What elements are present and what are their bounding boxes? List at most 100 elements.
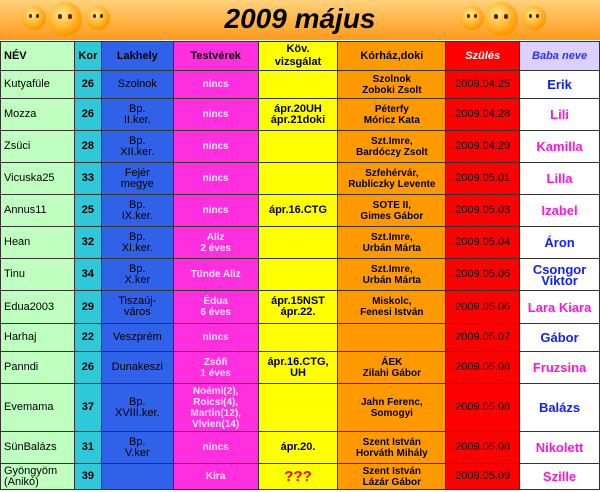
cell-siblings: nincs — [172, 98, 259, 131]
cell-city: Dunakeszi — [100, 351, 174, 384]
table-row: Vicuska25 33 Fejér megye nincs Szfehérvár, R… — [0, 162, 600, 195]
table-row: Hean 32 Bp. XI.ker. Aliz 2 éves Szt.Imre, Ur… — [0, 226, 600, 259]
cell-baby: Nikolett — [519, 431, 600, 464]
cell-birth: 2009.05.04 — [445, 226, 521, 259]
cell-birth: 2009.04.25 — [445, 70, 521, 99]
cell-exam: ápr.20UH ápr.21doki — [257, 98, 339, 131]
cell-siblings: Tünde Aliz — [172, 258, 259, 291]
cell-age: 34 — [73, 258, 102, 291]
cell-hospital: Szt.Imre, Urbán Márta — [337, 258, 447, 291]
cell-city: Bp. XI.ker. — [100, 226, 174, 259]
cell-exam: ??? — [257, 463, 339, 490]
cell-city: Szolnok — [100, 70, 174, 99]
cell-exam — [257, 130, 339, 163]
cell-birth: 2009.05.06 — [445, 258, 521, 291]
table-row: Kutyafüle 26 Szolnok nincs Szolnok Zoboki Zs… — [0, 70, 600, 99]
header-row: NÉV Kor Lakhely Testvérek Köv. vizsgálat… — [0, 41, 600, 71]
cell-name: SünBalázs — [0, 431, 75, 464]
cell-birth: 2009.05.06 — [445, 290, 521, 324]
cell-siblings: nincs — [172, 130, 259, 163]
cell-exam — [257, 226, 339, 259]
header-hospital: Kórház,doki — [337, 41, 447, 71]
cell-birth: 2009.05.07 — [445, 323, 521, 352]
table-row: Mozza 26 Bp. II.ker. nincs ápr.20UH ápr.21do… — [0, 98, 600, 131]
cell-hospital: Miskolc, Fenesi István — [337, 290, 447, 324]
cell-baby: Erik — [519, 70, 600, 99]
header-age: Kor — [73, 41, 102, 71]
cell-baby: Izabel — [519, 194, 600, 227]
cell-hospital — [337, 323, 447, 352]
table-row: Panndi 26 Dunakeszi Zsófi 1 éves ápr.16.CTG,… — [0, 351, 600, 384]
cell-age: 28 — [73, 130, 102, 163]
cell-exam — [257, 70, 339, 99]
cell-age: 32 — [73, 226, 102, 259]
cell-baby: Csongor Viktor — [519, 258, 600, 291]
smiley-icon — [522, 6, 546, 30]
table-row: Tinu 34 Bp. X.ker Tünde Aliz Szt.Imre, Urbán… — [0, 258, 600, 291]
smiley-icon — [22, 6, 46, 30]
cell-age: 22 — [73, 323, 102, 352]
cell-siblings: nincs — [172, 323, 259, 352]
cell-name: Mozza — [0, 98, 75, 131]
table-row: Edua2003 29 Tiszaúj- város Édua 6 éves ápr.1… — [0, 290, 600, 324]
header-city: Lakhely — [100, 41, 174, 71]
cell-siblings: Zsófi 1 éves — [172, 351, 259, 384]
cell-name: Hean — [0, 226, 75, 259]
smiley-icon — [48, 2, 82, 36]
table-row: Evemama 37 Bp. XVIII.ker. Noémi(2), Roicsi(… — [0, 383, 600, 432]
cell-siblings: Aliz 2 éves — [172, 226, 259, 259]
cell-name: Vicuska25 — [0, 162, 75, 195]
cell-city: Veszprém — [100, 323, 174, 352]
header-baby: Baba neve — [519, 41, 600, 71]
cell-siblings: nincs — [172, 162, 259, 195]
cell-exam: ápr.16.CTG, UH — [257, 351, 339, 384]
cell-baby: Gábor — [519, 323, 600, 352]
cell-city: Fejér megye — [100, 162, 174, 195]
cell-siblings: Noémi(2), Roicsi(4), Martin(12), Vivien(… — [172, 383, 259, 432]
cell-exam — [257, 323, 339, 352]
cell-city: Bp. V.ker — [100, 431, 174, 464]
cell-name: Kutyafüle — [0, 70, 75, 99]
header-birth: Szülés — [445, 41, 521, 71]
cell-hospital: Szt.Imre, Bardóczy Zsolt — [337, 130, 447, 163]
title-banner: 2009 május — [0, 0, 600, 40]
cell-name: Tinu — [0, 258, 75, 291]
cell-baby: Áron — [519, 226, 600, 259]
page-title: 2009 május — [224, 3, 376, 34]
cell-exam — [257, 258, 339, 291]
header-name: NÉV — [0, 41, 75, 71]
due-date-table: NÉV Kor Lakhely Testvérek Köv. vizsgálat… — [0, 41, 600, 490]
cell-city: Tiszaúj- város — [100, 290, 174, 324]
cell-baby: Lara Kiara — [519, 290, 600, 324]
cell-name: Annus11 — [0, 194, 75, 227]
cell-hospital: Szfehérvár, Rubliczky Levente — [337, 162, 447, 195]
cell-age: 26 — [73, 351, 102, 384]
cell-hospital: Szolnok Zoboki Zsolt — [337, 70, 447, 99]
cell-birth: 2009.04.29 — [445, 130, 521, 163]
cell-age: 31 — [73, 431, 102, 464]
cell-city: Bp. X.ker — [100, 258, 174, 291]
cell-hospital: Szent István Lázár Gábor — [337, 463, 447, 490]
cell-hospital: SOTE II, Gimes Gábor — [337, 194, 447, 227]
cell-age: 26 — [73, 70, 102, 99]
table-row: Zsüci 28 Bp. XII.ker. nincs Szt.Imre, Bardóc… — [0, 130, 600, 163]
cell-city — [100, 463, 174, 490]
cell-name: Zsüci — [0, 130, 75, 163]
table-row: Harhaj 22 Veszprém nincs 2009.05.07 Gábor — [0, 323, 600, 352]
cell-hospital: Péterfy Móricz Kata — [337, 98, 447, 131]
smiley-icon — [460, 6, 484, 30]
cell-age: 33 — [73, 162, 102, 195]
cell-city: Bp. XII.ker. — [100, 130, 174, 163]
cell-birth: 2009.05.08 — [445, 351, 521, 384]
cell-birth: 2009.05.08 — [445, 431, 521, 464]
table-row: Gyöngyöm (Anikó) 39 Kira??? Szent István Lá… — [0, 463, 600, 490]
cell-birth: 2009.05.09 — [445, 463, 521, 490]
cell-siblings: nincs — [172, 194, 259, 227]
cell-exam: ápr.16.CTG — [257, 194, 339, 227]
cell-age: 37 — [73, 383, 102, 432]
cell-name: Panndi — [0, 351, 75, 384]
cell-baby: Szille — [519, 463, 600, 490]
cell-city: Bp. II.ker. — [100, 98, 174, 131]
table-row: SünBalázs 31 Bp. V.ker nincs ápr.20. Szent Is… — [0, 431, 600, 464]
header-exam: Köv. vizsgálat — [257, 41, 339, 71]
